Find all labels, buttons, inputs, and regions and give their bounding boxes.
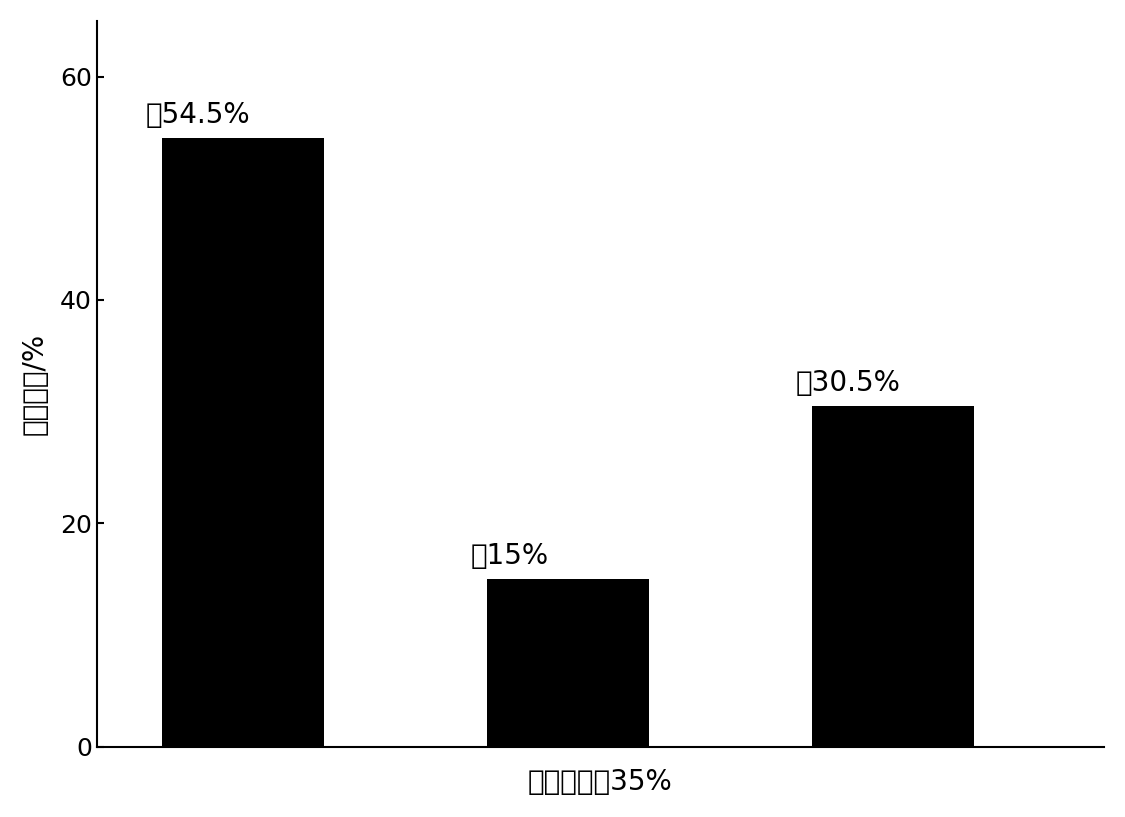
X-axis label: 催化剂含量35%: 催化剂含量35% [528,768,673,797]
Text: 固30.5%: 固30.5% [795,369,900,397]
Bar [811,406,974,747]
Bar [162,138,324,747]
Bar [487,579,649,747]
Text: 氕15%: 氕15% [470,542,549,570]
Text: 油54.5%: 油54.5% [145,101,250,129]
Y-axis label: 产物分布/%: 产物分布/% [21,333,48,435]
